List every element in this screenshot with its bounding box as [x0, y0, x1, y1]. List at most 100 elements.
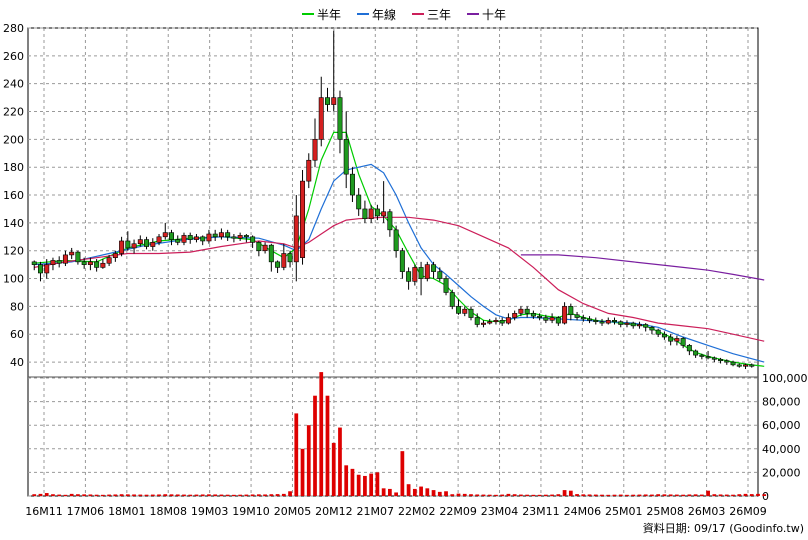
volume-bar — [313, 395, 317, 496]
candle-body — [443, 278, 449, 293]
volume-bar — [444, 491, 448, 496]
volume-bar — [263, 494, 267, 496]
volume-bar — [699, 494, 704, 496]
candle-body — [206, 233, 212, 242]
candle-body — [555, 317, 561, 324]
candle-body — [356, 194, 362, 210]
candle-body — [605, 320, 611, 324]
legend-swatch — [301, 13, 314, 15]
volume-bar — [150, 494, 155, 496]
volume-tick-label: 40,000 — [762, 443, 801, 456]
volume-bar — [256, 494, 261, 496]
volume-bar — [300, 448, 305, 496]
volume-bar — [350, 468, 355, 496]
candle-body — [275, 261, 281, 268]
legend-swatch — [412, 13, 424, 15]
volume-bar — [706, 490, 710, 496]
candle-body — [37, 264, 43, 274]
volume-bar — [631, 494, 636, 496]
volume-bar — [662, 494, 667, 496]
data-date-footer: 資料日期: 09/17 (Goodinfo.tw) — [642, 522, 804, 535]
volume-bar — [394, 492, 398, 496]
volume-bar — [587, 494, 592, 496]
volume-bar — [194, 494, 199, 496]
volume-tick-label: 100,000 — [762, 372, 808, 385]
volume-bar — [762, 494, 767, 496]
candle-body — [349, 173, 355, 196]
candle-body — [306, 159, 312, 182]
volume-bar — [450, 494, 455, 496]
candle-body — [50, 260, 56, 265]
candle-body — [449, 292, 455, 307]
volume-bar — [731, 494, 735, 496]
volume-bar — [656, 494, 661, 496]
candle-body — [200, 236, 206, 242]
candle-body — [137, 239, 143, 245]
volume-bar — [69, 493, 74, 496]
volume-bar — [519, 494, 523, 496]
volume-bar — [494, 494, 498, 496]
volume-bar — [668, 494, 673, 496]
volume-bar — [244, 494, 249, 496]
volume-bar — [425, 488, 430, 496]
volume-bar — [675, 494, 679, 496]
candle-body — [69, 251, 75, 256]
volume-bar — [363, 475, 367, 496]
candle-body — [574, 314, 580, 318]
volume-bar — [381, 488, 386, 496]
candle-body — [530, 313, 536, 317]
volume-bar — [219, 494, 224, 496]
volume-bar — [500, 494, 505, 496]
candle-body — [543, 317, 549, 321]
time-tick-label: 25M01 — [605, 505, 643, 518]
volume-bar — [712, 494, 717, 496]
volume-bar — [213, 494, 218, 496]
candle-body — [618, 321, 624, 325]
volume-bar — [606, 494, 611, 496]
candle-body — [237, 235, 243, 239]
volume-bar — [388, 488, 392, 496]
time-tick-label: 16M11 — [25, 505, 63, 518]
volume-bar — [238, 494, 243, 496]
time-tick-label: 24M06 — [564, 505, 602, 518]
candle-body — [437, 271, 443, 279]
time-tick-label: 17M06 — [67, 505, 105, 518]
volume-bar — [207, 494, 211, 496]
time-tick-label: 18M01 — [108, 505, 146, 518]
time-tick-label: 19M10 — [232, 505, 270, 518]
candle-body — [81, 261, 87, 265]
volume-bar — [344, 465, 349, 496]
candle-body — [705, 356, 711, 359]
volume-bar — [556, 494, 561, 496]
volume-bar — [456, 493, 461, 496]
candle-body — [505, 317, 511, 324]
volume-bar — [693, 494, 698, 496]
volume-bar — [76, 494, 80, 496]
candle-body — [624, 322, 630, 325]
time-tick-label: 23M11 — [522, 505, 560, 518]
volume-bar — [400, 451, 405, 496]
candle-body — [300, 180, 306, 258]
candle-body — [75, 251, 81, 263]
price-tick-label: 80 — [10, 300, 24, 313]
candle-body — [243, 235, 249, 238]
legend-item: 年線 — [356, 5, 396, 23]
candle-body — [169, 232, 174, 240]
candle-body — [636, 324, 642, 327]
volume-bar — [250, 494, 255, 496]
candle-body — [418, 267, 424, 279]
candle-body — [680, 338, 686, 346]
volume-bar — [44, 493, 49, 496]
ma-line — [520, 254, 765, 281]
volume-bar — [487, 494, 492, 496]
candle-body — [393, 229, 399, 252]
legend-item: 十年 — [467, 5, 506, 23]
candle-body — [661, 333, 667, 338]
candle-body — [655, 329, 661, 335]
candle-body — [44, 264, 50, 274]
candle-body — [268, 244, 274, 263]
candle-body — [612, 320, 617, 323]
volume-bar — [593, 494, 598, 496]
candle-body — [686, 345, 692, 352]
